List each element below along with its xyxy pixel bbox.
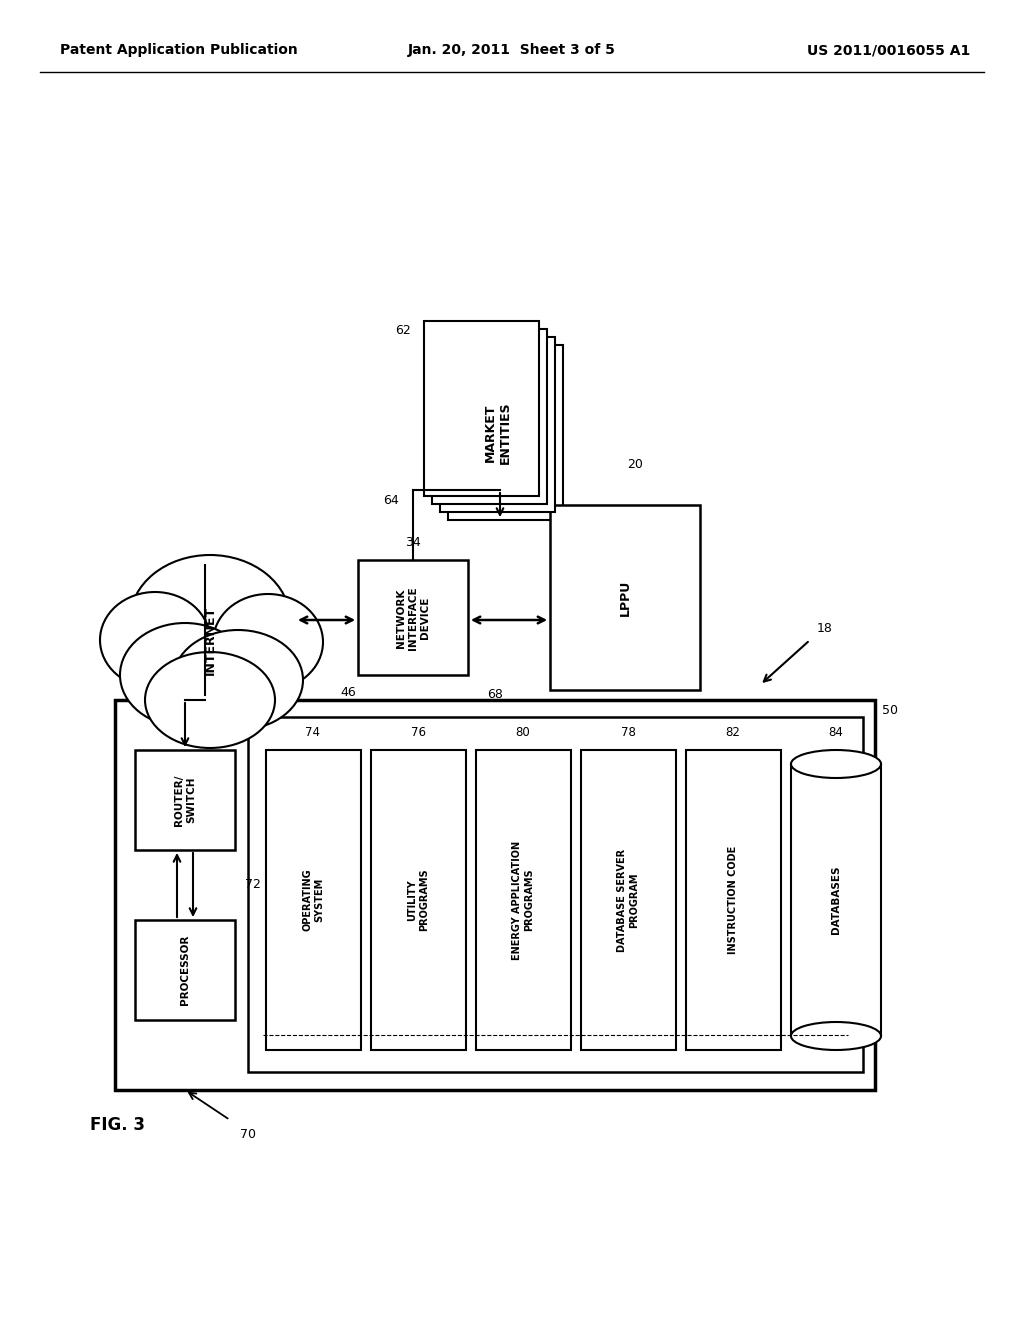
Bar <box>424 321 539 496</box>
Bar <box>476 750 571 1049</box>
Text: 76: 76 <box>411 726 426 738</box>
Bar <box>581 750 676 1049</box>
Text: 62: 62 <box>395 323 411 337</box>
Bar <box>449 345 563 520</box>
Text: 74: 74 <box>305 726 321 738</box>
Ellipse shape <box>791 750 881 777</box>
Text: 80: 80 <box>516 726 530 738</box>
Bar <box>686 750 781 1049</box>
Text: Patent Application Publication: Patent Application Publication <box>60 44 298 57</box>
Text: UTILITY
PROGRAMS: UTILITY PROGRAMS <box>408 869 429 932</box>
Bar <box>440 337 555 512</box>
Text: DATABASES: DATABASES <box>831 866 841 935</box>
Ellipse shape <box>173 630 303 730</box>
Text: 78: 78 <box>621 726 636 738</box>
Bar <box>135 920 234 1020</box>
Bar <box>266 750 361 1049</box>
Ellipse shape <box>213 594 323 690</box>
Text: ENERGY APPLICATION
PROGRAMS: ENERGY APPLICATION PROGRAMS <box>512 841 534 960</box>
Text: FIG. 3: FIG. 3 <box>90 1115 145 1134</box>
Text: PROCESSOR: PROCESSOR <box>180 935 190 1006</box>
Text: 20: 20 <box>627 458 643 471</box>
Text: Jan. 20, 2011  Sheet 3 of 5: Jan. 20, 2011 Sheet 3 of 5 <box>408 44 616 57</box>
Text: 34: 34 <box>406 536 421 549</box>
Text: OPERATING
SYSTEM: OPERATING SYSTEM <box>302 869 324 932</box>
Bar <box>135 750 234 850</box>
Bar <box>358 560 468 675</box>
Text: 84: 84 <box>828 726 844 738</box>
Text: ROUTER/
SWITCH: ROUTER/ SWITCH <box>174 775 196 826</box>
Text: NETWORK
INTERFACE
DEVICE: NETWORK INTERFACE DEVICE <box>396 586 430 649</box>
Bar <box>115 700 874 1090</box>
Text: 46: 46 <box>340 686 356 700</box>
Text: 64: 64 <box>383 494 399 507</box>
Text: MARKET
ENTITIES: MARKET ENTITIES <box>484 401 512 465</box>
Text: 50: 50 <box>882 704 898 717</box>
Text: 70: 70 <box>240 1129 256 1142</box>
Text: 72: 72 <box>245 879 261 891</box>
Ellipse shape <box>145 652 275 748</box>
Ellipse shape <box>120 623 250 727</box>
Text: US 2011/0016055 A1: US 2011/0016055 A1 <box>807 44 970 57</box>
Bar <box>432 329 547 504</box>
Text: INSTRUCTION CODE: INSTRUCTION CODE <box>728 846 738 954</box>
Bar <box>371 750 466 1049</box>
Text: DATABASE SERVER
PROGRAM: DATABASE SERVER PROGRAM <box>617 849 639 952</box>
Ellipse shape <box>791 1022 881 1049</box>
Text: 82: 82 <box>726 726 740 738</box>
Ellipse shape <box>100 591 210 688</box>
Text: INTERNET: INTERNET <box>204 606 216 675</box>
Text: LPPU: LPPU <box>618 579 632 616</box>
Ellipse shape <box>130 554 290 685</box>
Text: 68: 68 <box>487 689 503 701</box>
Bar <box>791 764 881 1036</box>
Text: 18: 18 <box>817 622 833 635</box>
Bar <box>550 506 700 690</box>
Bar <box>248 717 863 1072</box>
